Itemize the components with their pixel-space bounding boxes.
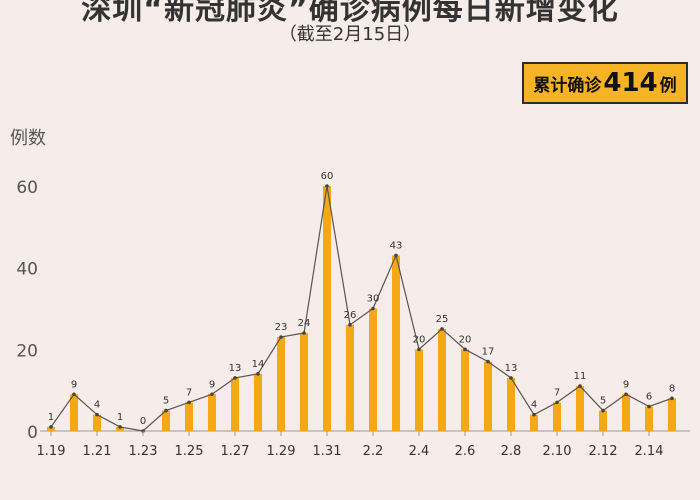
bar [507,378,515,431]
data-point [647,405,651,409]
bar [438,329,446,431]
bar [231,378,239,431]
bar [277,337,285,431]
data-point [394,254,398,258]
data-point [118,425,122,429]
bar [530,415,538,431]
data-point [371,307,375,311]
x-tick-label: 1.19 [37,444,66,459]
data-point [233,376,237,380]
data-label: 5 [163,396,169,407]
data-point [164,409,168,413]
bar [484,362,492,431]
data-label: 1 [117,412,123,423]
data-label: 23 [275,322,288,333]
data-point [95,413,99,417]
data-point [601,409,605,413]
data-label: 7 [554,387,560,398]
data-label: 43 [390,240,403,251]
bar [323,186,331,431]
bar [346,325,354,431]
data-label: 6 [646,392,652,403]
bar [93,415,101,431]
data-label: 20 [459,334,472,345]
data-label: 60 [321,171,334,182]
bar [70,394,78,431]
data-label: 24 [298,318,311,329]
data-point [256,372,260,376]
bar [576,386,584,431]
data-label: 13 [505,363,518,374]
data-label: 25 [436,314,449,325]
bar [668,398,676,431]
bar [599,411,607,431]
bar [208,394,216,431]
x-tick-label: 1.23 [129,444,158,459]
bar [300,333,308,431]
x-tick-label: 1.29 [267,444,296,459]
x-tick-label: 1.27 [221,444,250,459]
bar [622,394,630,431]
data-point [440,327,444,331]
data-point [279,335,283,339]
x-tick-label: 1.21 [83,444,112,459]
data-point [578,384,582,388]
x-tick-label: 2.14 [635,444,664,459]
x-tick-label: 2.12 [589,444,618,459]
data-label: 0 [140,416,146,427]
data-label: 26 [344,310,357,321]
x-tick-label: 2.8 [501,444,522,459]
y-tick-label: 60 [16,178,38,198]
data-point [302,331,306,335]
x-tick-label: 2.4 [409,444,430,459]
x-tick-label: 2.2 [363,444,384,459]
x-tick-label: 1.31 [313,444,342,459]
data-label: 14 [252,359,265,370]
bar [553,402,561,431]
data-label: 7 [186,387,192,398]
bar [461,349,469,431]
data-point [210,392,214,396]
data-point [624,392,628,396]
data-label: 9 [623,379,629,390]
data-point [670,397,674,401]
x-tick-label: 2.10 [543,444,572,459]
data-point [348,323,352,327]
data-point [509,376,513,380]
bar [369,309,377,432]
bar [392,255,400,431]
data-label: 30 [367,294,380,305]
bar [185,402,193,431]
data-label: 17 [482,347,495,358]
data-label: 4 [94,400,100,411]
data-label: 11 [574,371,587,382]
data-point [486,360,490,364]
y-tick-label: 40 [16,260,38,280]
bar [415,349,423,431]
data-point [532,413,536,417]
data-point [49,425,53,429]
data-label: 9 [209,379,215,390]
data-point [325,184,329,188]
bar [254,374,262,431]
data-point [72,392,76,396]
y-tick-label: 20 [16,341,38,361]
data-label: 20 [413,334,426,345]
data-point [555,401,559,405]
data-point [187,401,191,405]
data-label: 8 [669,383,675,394]
data-label: 9 [71,379,77,390]
data-point [463,348,467,352]
y-tick-label: 0 [27,423,38,443]
x-tick-label: 2.6 [455,444,476,459]
data-point [417,348,421,352]
data-label: 5 [600,396,606,407]
data-label: 1 [48,412,54,423]
data-label: 13 [229,363,242,374]
data-label: 4 [531,400,537,411]
x-tick-label: 1.25 [175,444,204,459]
bar [645,407,653,432]
